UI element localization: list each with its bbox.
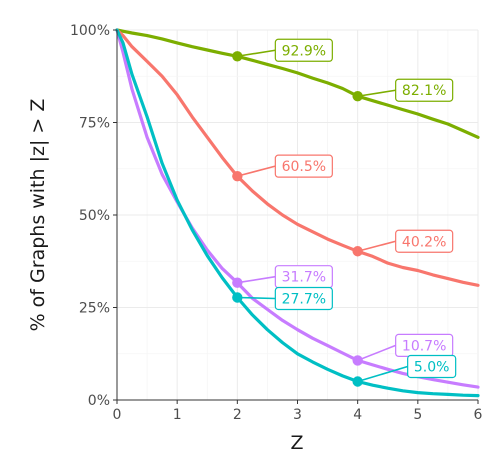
callout-connector xyxy=(357,365,408,383)
callout-connector xyxy=(237,296,276,300)
callout-connector xyxy=(357,344,396,362)
series-line-4 xyxy=(115,28,480,398)
x-tick-label: 2 xyxy=(233,407,242,423)
callout-connector xyxy=(357,240,396,253)
x-ticks: 0 1 2 3 4 5 6 xyxy=(113,400,483,423)
callout-box xyxy=(395,78,454,102)
x-tick-label: 0 xyxy=(113,407,122,423)
callout-label: 31.7% xyxy=(282,270,326,286)
y-tick-label: 0% xyxy=(88,393,110,409)
y-tick-label: 75% xyxy=(79,116,110,132)
x-axis-title: Z xyxy=(290,432,303,454)
series-line-1 xyxy=(115,28,480,139)
y-tick-label: 25% xyxy=(79,301,110,317)
y-axis-title: % of Graphs with |z| > Z xyxy=(27,99,49,332)
callout-label: 27.7% xyxy=(282,292,326,308)
y-tick-label: 100% xyxy=(70,23,110,39)
callout-box xyxy=(274,286,333,311)
x-tick-label: 1 xyxy=(173,407,182,423)
callout-box xyxy=(274,38,333,62)
callout-box xyxy=(274,154,333,178)
callout-connector xyxy=(237,165,276,177)
x-tick-label: 6 xyxy=(474,407,483,423)
callout-label: 82.1% xyxy=(402,83,446,99)
x-tick-label: 5 xyxy=(413,407,422,423)
data-point xyxy=(352,376,363,387)
data-point xyxy=(352,355,363,366)
data-point xyxy=(352,246,363,257)
x-tick-label: 4 xyxy=(353,407,362,423)
data-point xyxy=(352,91,363,102)
callout-layer: 92.9% 82.1% 60.5% 40.2% 31.7% 10.7% 27.7% 5.0% xyxy=(237,38,457,383)
callout-label: 40.2% xyxy=(402,234,446,250)
y-tick-label: 50% xyxy=(79,208,110,224)
callout-box xyxy=(395,229,454,253)
callout-connector xyxy=(357,89,396,98)
callout-connector xyxy=(237,275,276,284)
callout-label: 60.5% xyxy=(282,159,326,175)
callout-box xyxy=(407,354,457,379)
callout-label: 5.0% xyxy=(414,360,450,376)
series-line-2 xyxy=(115,28,480,287)
y-ticks: 0% 25% 50% 75% 100% xyxy=(70,23,117,409)
x-tick-label: 3 xyxy=(293,407,302,423)
callout-label: 92.9% xyxy=(282,43,326,59)
callout-connector xyxy=(237,49,276,58)
callout-label: 10.7% xyxy=(402,338,446,354)
